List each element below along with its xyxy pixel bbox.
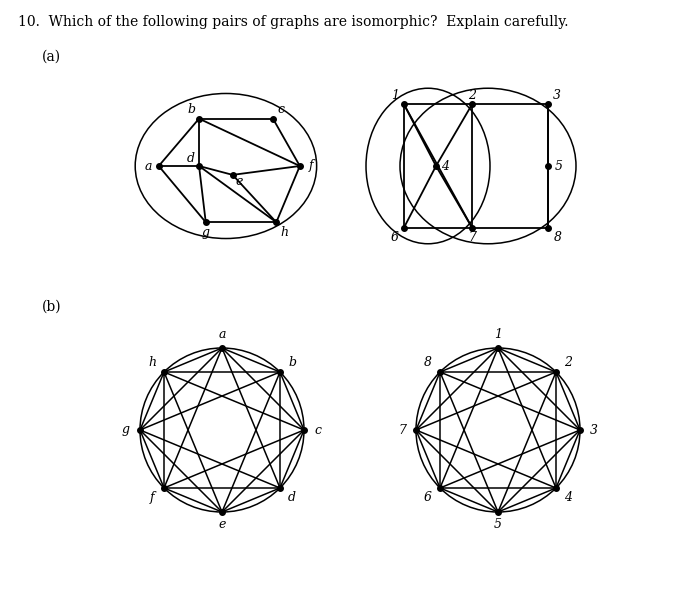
Text: 5: 5 (494, 518, 502, 532)
Text: f: f (309, 160, 313, 172)
Text: 4: 4 (441, 160, 449, 172)
Text: (a): (a) (42, 50, 61, 64)
Text: e: e (236, 175, 244, 188)
Text: b: b (187, 103, 195, 116)
Text: 6: 6 (424, 491, 432, 505)
Text: 3: 3 (553, 89, 561, 102)
Text: a: a (145, 160, 153, 172)
Text: g: g (122, 424, 130, 436)
Text: 6: 6 (391, 231, 399, 244)
Text: b: b (288, 356, 296, 368)
Text: d: d (187, 151, 195, 165)
Text: 10.  Which of the following pairs of graphs are isomorphic?  Explain carefully.: 10. Which of the following pairs of grap… (18, 15, 568, 29)
Text: h: h (148, 356, 156, 368)
Text: (b): (b) (42, 300, 62, 314)
Text: e: e (218, 518, 225, 532)
Text: 1: 1 (494, 329, 502, 341)
Text: 1: 1 (391, 89, 399, 102)
Text: 2: 2 (564, 356, 572, 368)
Text: h: h (280, 226, 288, 239)
Text: 4: 4 (564, 491, 572, 505)
Text: 7: 7 (398, 424, 406, 436)
Text: c: c (277, 103, 284, 116)
Text: a: a (218, 329, 225, 341)
Text: 3: 3 (590, 424, 598, 436)
Text: f: f (150, 491, 154, 505)
Text: 8: 8 (424, 356, 432, 368)
Text: 2: 2 (468, 89, 476, 102)
Text: 5: 5 (555, 160, 563, 172)
Text: 7: 7 (468, 231, 476, 244)
Text: d: d (288, 491, 296, 505)
Text: 8: 8 (554, 231, 562, 244)
Text: c: c (314, 424, 321, 436)
Text: g: g (202, 226, 210, 239)
